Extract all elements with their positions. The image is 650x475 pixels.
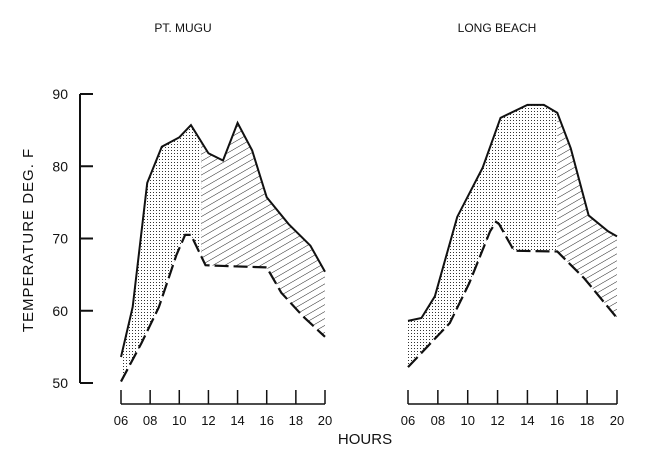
upper-temperature-line xyxy=(120,120,326,358)
y-tick-label: 80 xyxy=(52,158,68,174)
stipple-shading xyxy=(408,104,558,368)
lower-temperature-line xyxy=(407,220,618,368)
x-tick-label: 20 xyxy=(610,413,624,428)
x-tick-label: 08 xyxy=(431,413,445,428)
x-tick-label: 18 xyxy=(289,413,303,428)
x-tick-label: 08 xyxy=(143,413,157,428)
y-tick-label: 90 xyxy=(52,86,68,102)
title-pt-mugu: PT. MUGU xyxy=(154,21,211,35)
x-tick-label: 12 xyxy=(201,413,215,428)
stipple-shading xyxy=(121,122,202,382)
x-tick-label: 16 xyxy=(259,413,273,428)
upper-temperature-line xyxy=(407,103,618,322)
y-tick-label: 50 xyxy=(52,375,68,391)
x-tick-label: 20 xyxy=(318,413,332,428)
x-tick-label: 10 xyxy=(460,413,474,428)
x-tick-label: 14 xyxy=(520,413,534,428)
y-tick-label: 70 xyxy=(52,231,68,247)
y-tick-label: 60 xyxy=(52,303,68,319)
x-tick-label: 14 xyxy=(230,413,244,428)
hatched-shading xyxy=(557,104,617,368)
x-tick-label: 10 xyxy=(172,413,186,428)
lower-temperature-line xyxy=(120,233,326,383)
title-long-beach: LONG BEACH xyxy=(458,21,537,35)
x-tick-label: 16 xyxy=(550,413,564,428)
x-tick-label: 18 xyxy=(580,413,594,428)
x-tick-label: 06 xyxy=(401,413,415,428)
y-axis-label: TEMPERATURE DEG. F xyxy=(20,148,37,332)
x-axis-label: HOURS xyxy=(338,431,392,448)
hatched-shading xyxy=(201,122,325,382)
x-tick-label: 06 xyxy=(114,413,128,428)
x-tick-label: 12 xyxy=(490,413,504,428)
